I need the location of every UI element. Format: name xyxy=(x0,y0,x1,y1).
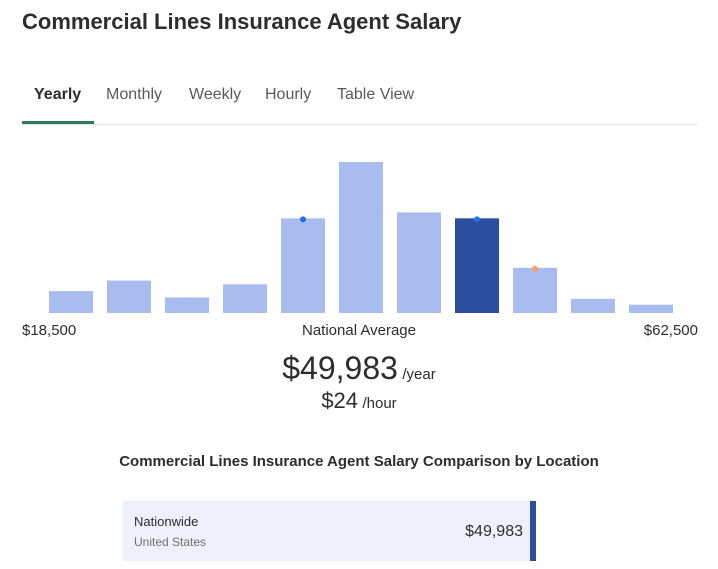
histogram-bar[interactable] xyxy=(397,212,441,313)
tab-table-view[interactable]: Table View xyxy=(337,86,415,103)
histogram-bar[interactable] xyxy=(107,280,151,313)
chart-max-label: $62,500 xyxy=(643,322,698,339)
histogram-bar[interactable] xyxy=(281,218,325,313)
chart-min-label: $18,500 xyxy=(22,322,77,339)
yearly-average-unit: /year xyxy=(402,366,436,383)
bar-marker-dot xyxy=(300,216,306,223)
tab-monthly[interactable]: Monthly xyxy=(106,86,163,103)
histogram-bar[interactable] xyxy=(223,284,267,313)
location-salary: $49,983 xyxy=(465,523,523,540)
histogram-bar[interactable] xyxy=(455,218,499,313)
hourly-average-value: $24 xyxy=(321,388,359,413)
histogram-bar[interactable] xyxy=(629,304,673,313)
comparison-title: Commercial Lines Insurance Agent Salary … xyxy=(119,453,599,470)
location-name: Nationwide xyxy=(134,514,199,529)
page-title: Commercial Lines Insurance Agent Salary xyxy=(22,9,462,34)
location-row-nationwide[interactable]: Nationwide United States $49,983 xyxy=(123,501,530,561)
hourly-average: $24 /hour xyxy=(0,388,718,414)
tab-weekly[interactable]: Weekly xyxy=(189,86,242,103)
histogram-bar[interactable] xyxy=(165,297,209,313)
period-tabs: Yearly Monthly Weekly Hourly Table View xyxy=(22,80,698,125)
tab-yearly[interactable]: Yearly xyxy=(34,86,82,103)
histogram-bar[interactable] xyxy=(571,298,615,313)
salary-distribution-chart xyxy=(49,162,673,313)
histogram-bar[interactable] xyxy=(513,267,557,313)
tab-hourly[interactable]: Hourly xyxy=(265,86,312,103)
bar-marker-dot xyxy=(532,265,538,272)
location-country: United States xyxy=(134,535,207,549)
hourly-average-unit: /hour xyxy=(362,395,397,412)
yearly-average: $49,983 /year xyxy=(0,350,718,387)
active-tab-indicator xyxy=(22,121,94,124)
histogram-bar[interactable] xyxy=(49,291,93,313)
bar-marker-dot xyxy=(474,216,480,223)
chart-center-label: National Average xyxy=(302,322,416,339)
histogram-bar[interactable] xyxy=(339,162,383,313)
location-bar-marker xyxy=(530,501,536,561)
yearly-average-value: $49,983 xyxy=(282,350,398,386)
